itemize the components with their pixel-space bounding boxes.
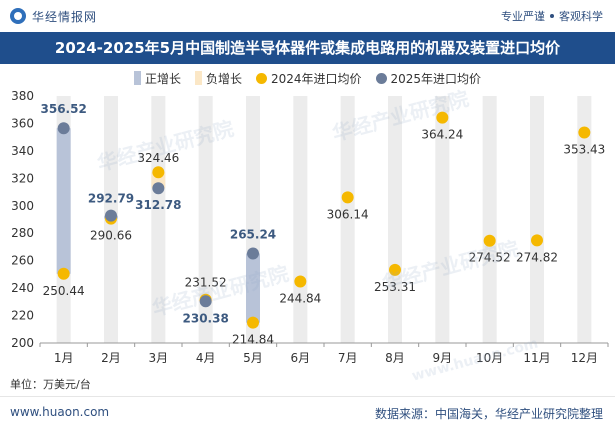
column-background [388, 96, 402, 343]
x-tick-label: 5月 [243, 351, 263, 365]
brand-logo-icon [10, 8, 26, 24]
legend-label-2025: 2025年进口均价 [390, 71, 482, 86]
y-tick-label: 260 [11, 254, 34, 268]
x-tick-label: 8月 [385, 351, 405, 365]
legend: 正增长 负增长 2024年进口均价 2025年进口均价 [0, 68, 615, 88]
footer-source: 数据来源：中国海关，华经产业研究院整理 [374, 407, 603, 421]
y-tick-label: 360 [11, 116, 34, 130]
x-tick-label: 7月 [338, 351, 358, 365]
x-tick-label: 3月 [149, 351, 169, 365]
point-2025 [57, 122, 70, 135]
legend-label-negative: 负增长 [205, 71, 242, 86]
data-label-2024: 244.84 [279, 291, 321, 305]
data-label-2025: 292.79 [88, 192, 134, 206]
tagline-b: 客观科学 [559, 10, 603, 23]
chart-title: 2024-2025年5月中国制造半导体器件或集成电路用的机器及装置进口均价 [54, 39, 561, 57]
data-label-2025: 230.38 [183, 311, 229, 325]
brand: 华经情报网 [10, 7, 97, 25]
tagline-a: 专业严谨 [501, 10, 545, 23]
data-label-2025: 356.52 [41, 102, 87, 116]
x-tick-label: 1月 [54, 351, 74, 365]
column-background [293, 96, 308, 343]
point-2024 [389, 263, 401, 276]
data-label-2024: 290.66 [90, 229, 132, 243]
column-background [482, 96, 497, 343]
legend-label-positive: 正增长 [144, 71, 181, 86]
separator-dot-icon [550, 14, 554, 18]
data-label-2024: 274.82 [516, 250, 558, 264]
column-background [530, 96, 544, 343]
y-tick-label: 380 [11, 89, 34, 103]
point-2025 [247, 247, 259, 260]
column-background [435, 96, 450, 343]
title-bar: 2024-2025年5月中国制造半导体器件或集成电路用的机器及装置进口均价 [0, 32, 615, 64]
data-label-2024: 324.46 [137, 151, 179, 165]
point-2024 [247, 316, 259, 329]
x-tick-label: 12月 [571, 351, 598, 365]
column-background [198, 96, 213, 343]
data-label-2024: 364.24 [421, 128, 463, 142]
legend-swatch-negative [194, 71, 202, 85]
point-2024 [483, 234, 496, 247]
column-background [151, 96, 166, 343]
legend-swatch-2025 [375, 72, 387, 84]
x-tick-label: 2月 [101, 351, 121, 365]
y-tick-label: 300 [11, 199, 34, 213]
point-2024 [531, 234, 543, 247]
footer-url: www.huaon.com [10, 405, 110, 419]
point-2025 [199, 295, 212, 308]
legend-item-2024: 2024年进口均价 [255, 70, 362, 87]
brand-name: 华经情报网 [32, 9, 98, 24]
data-label-2024: 306.14 [327, 207, 369, 221]
point-2024 [294, 275, 307, 288]
data-label-2024: 214.84 [232, 333, 274, 347]
legend-swatch-positive [133, 71, 141, 85]
point-2024 [578, 126, 591, 139]
point-2025 [152, 182, 165, 195]
column-background [340, 96, 355, 343]
y-tick-label: 220 [11, 309, 34, 323]
legend-label-2024: 2024年进口均价 [270, 71, 362, 86]
legend-item-2025: 2025年进口均价 [375, 70, 482, 87]
data-label-2024: 353.43 [563, 142, 605, 156]
y-tick-label: 320 [11, 171, 34, 185]
data-label-2024: 231.52 [185, 276, 227, 290]
x-tick-label: 9月 [433, 351, 453, 365]
x-tick-label: 10月 [476, 351, 503, 365]
data-label-2025: 265.24 [230, 227, 276, 241]
top-bar: 华经情报网 专业严谨 客观科学 [0, 0, 615, 32]
positive-change-bar [246, 253, 260, 323]
data-label-2024: 250.44 [43, 284, 85, 298]
point-2024 [57, 267, 70, 280]
unit-label: 单位：万美元/台 [10, 378, 91, 391]
x-tick-label: 11月 [523, 351, 550, 365]
tagline: 专业严谨 客观科学 [501, 8, 603, 24]
x-tick-label: 4月 [196, 351, 216, 365]
plot-area: 200 220 240 260 280 300 320 340 360 380 1月 2月 3月 4月 5月… [11, 89, 609, 365]
y-tick-label: 240 [11, 281, 34, 295]
positive-change-bar [56, 128, 71, 274]
point-2024 [152, 166, 165, 179]
point-2024 [341, 191, 354, 204]
y-tick-label: 280 [11, 226, 34, 240]
column-background [577, 96, 592, 343]
y-tick-label: 340 [11, 144, 34, 158]
data-label-2024: 274.52 [469, 251, 511, 265]
point-2025 [105, 209, 117, 222]
y-tick-label: 200 [11, 336, 34, 350]
legend-swatch-2024 [255, 72, 267, 84]
footer: www.huaon.com 数据来源：中国海关，华经产业研究院整理 [0, 396, 615, 428]
legend-item-positive: 正增长 [133, 70, 181, 87]
legend-item-negative: 负增长 [194, 70, 242, 87]
x-tick-label: 6月 [291, 351, 311, 365]
point-2024 [436, 111, 449, 124]
data-label-2024: 253.31 [374, 280, 416, 294]
data-label-2025: 312.78 [135, 198, 181, 212]
